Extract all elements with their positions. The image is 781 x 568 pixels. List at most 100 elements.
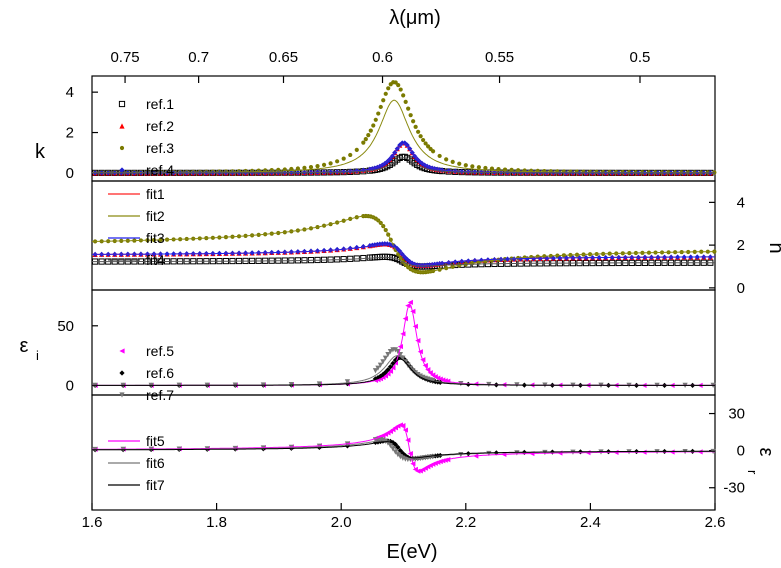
y-tick-label: 4 <box>66 84 74 101</box>
data-point <box>403 99 408 105</box>
data-point <box>119 392 125 398</box>
data-point <box>372 376 379 382</box>
data-point <box>395 452 401 458</box>
top-axis-title: λ(μm) <box>389 7 441 29</box>
data-point <box>380 371 386 378</box>
data-point <box>385 351 391 358</box>
data-point <box>119 370 125 376</box>
data-point <box>415 468 421 474</box>
ref-points-ref6 <box>92 354 696 388</box>
data-point <box>335 159 340 164</box>
y-tick-label: 4 <box>737 194 745 211</box>
bottom-tick-label: 1.6 <box>82 514 103 531</box>
data-point <box>371 123 376 128</box>
data-point <box>368 128 373 133</box>
data-point <box>395 349 401 355</box>
data-point <box>387 364 394 370</box>
data-point <box>437 153 442 159</box>
legend-label: ref.7 <box>146 387 174 403</box>
y-tick-label: 50 <box>57 318 74 335</box>
panel-frame-eps_r <box>91 394 716 511</box>
y-tick-label: 2 <box>737 237 745 254</box>
data-point <box>361 140 366 145</box>
data-point <box>413 124 418 129</box>
data-point <box>373 117 378 122</box>
data-point <box>344 379 351 385</box>
panel-frame-n <box>91 180 716 291</box>
data-point <box>348 152 353 158</box>
fit-line-fit5 <box>92 425 715 472</box>
legend-bottom: ref.5 ref.6 ref.7 fit5 fit6 fit7 <box>108 343 174 493</box>
data-point <box>328 161 333 166</box>
data-point <box>375 365 381 371</box>
data-point <box>402 140 408 146</box>
bottom-tick-label: 2.2 <box>455 514 476 531</box>
svg-text:ε: ε <box>20 335 29 357</box>
y-tick-label: 2 <box>66 125 74 142</box>
y-axis-n: 0 2 4 <box>709 194 745 297</box>
legend-label: fit6 <box>146 455 165 471</box>
legend-label: fit5 <box>146 433 165 449</box>
data-point <box>315 164 320 169</box>
data-point <box>426 144 431 149</box>
data-point <box>385 367 391 373</box>
data-point <box>418 134 423 139</box>
data-point <box>392 449 399 455</box>
svg-text:ε: ε <box>755 448 777 457</box>
top-tick-label: 0.75 <box>110 49 139 66</box>
data-point <box>476 165 481 170</box>
ref-points-ref5 <box>92 299 703 388</box>
data-point <box>489 166 495 171</box>
legend-label: ref.5 <box>146 343 174 359</box>
plot-panels: 0 2 4 0 2 4 0 50 -30 0 30 <box>57 75 745 511</box>
top-tick-label: 0.7 <box>188 49 209 66</box>
data-point <box>119 145 125 151</box>
data-point <box>397 142 403 148</box>
data-point <box>406 106 411 111</box>
legend-label: ref.2 <box>146 118 174 134</box>
bottom-tick-label: 2.4 <box>580 514 601 531</box>
legend-label: fit7 <box>146 477 165 493</box>
top-axis-ticks: 0.75 0.7 0.65 0.6 0.55 0.5 <box>110 49 650 83</box>
y-tick-label: 0 <box>66 165 74 182</box>
data-point <box>367 242 373 249</box>
legend-label: ref.1 <box>146 96 174 112</box>
data-point <box>354 147 359 152</box>
data-point <box>392 347 399 353</box>
fit-line-fit7 <box>92 358 715 386</box>
data-point <box>401 93 406 98</box>
data-point <box>376 111 381 116</box>
data-point <box>400 355 406 361</box>
bottom-tick-label: 2.6 <box>705 514 726 531</box>
data-point <box>404 142 410 148</box>
bottom-axis-title: E(eV) <box>386 541 437 563</box>
data-point <box>390 360 396 366</box>
fit-line-fit7 <box>92 441 715 459</box>
data-point <box>398 87 403 92</box>
fit-line-fit5 <box>92 303 715 386</box>
data-point <box>381 98 386 103</box>
eps-r-axis-title: ε r <box>745 448 777 475</box>
bottom-axis-ticks: 1.6 1.8 2.0 2.2 2.4 2.6 <box>82 503 726 531</box>
data-point <box>119 123 125 129</box>
data-point <box>366 133 371 138</box>
legend-label: fit3 <box>146 230 165 246</box>
legend-label: fit1 <box>146 186 165 202</box>
data-point <box>302 165 307 170</box>
data-point <box>396 82 401 88</box>
top-tick-label: 0.6 <box>372 49 393 66</box>
data-point <box>457 161 462 166</box>
k-axis-title: k <box>35 141 46 163</box>
data-point <box>341 156 346 161</box>
data-point <box>397 454 403 460</box>
series-group-n <box>92 213 717 275</box>
svg-text:r: r <box>745 470 760 475</box>
legend-top: ref.1 ref.2 ref.3 ref.4 fit1 fit2 fit3 fit4 <box>108 96 174 268</box>
series-group-eps_i <box>92 299 716 388</box>
data-point <box>421 137 426 143</box>
data-point <box>382 355 389 361</box>
data-point <box>416 129 421 134</box>
ref-points-ref7 <box>92 347 716 388</box>
y-tick-label: -30 <box>723 480 745 497</box>
series-group-k <box>92 80 717 176</box>
